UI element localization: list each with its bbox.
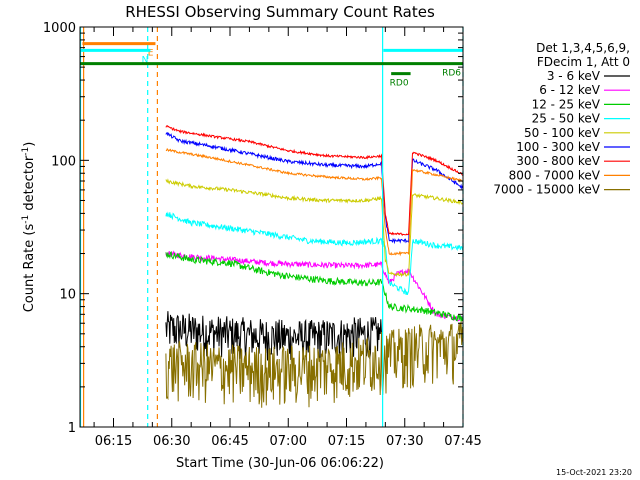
flag-bar-label: RD6 xyxy=(442,69,461,79)
y-axis-label-sup2: -1 xyxy=(21,147,31,156)
y-axis-label-prefix: Count Rate (s xyxy=(22,224,37,313)
legend-entry-label: 300 - 800 keV xyxy=(516,154,600,168)
series-line xyxy=(165,147,464,257)
x-tick-label: 06:45 xyxy=(211,434,248,449)
y-tick-label: 1 xyxy=(68,421,76,436)
legend-entry-label: 3 - 6 keV xyxy=(547,69,601,83)
y-axis-label: Count Rate (s-1 detector-1) xyxy=(21,142,37,313)
legend-entry-label: 6 - 12 keV xyxy=(539,83,601,97)
plot-frame xyxy=(79,26,464,428)
y-tick-label: 10 xyxy=(59,288,76,303)
x-axis-label: Start Time (30-Jun-06 06:06:22) xyxy=(176,456,384,471)
y-axis-label-mid: detector xyxy=(22,155,37,215)
series-line xyxy=(165,125,464,237)
series-line xyxy=(165,178,464,278)
y-axis-ticks: 1 10 100 1000 xyxy=(43,21,463,436)
render-timestamp: 15-Oct-2021 23:20 xyxy=(556,468,632,477)
flag-bar-layer: EN RD6 RD0 xyxy=(80,42,463,89)
series-line xyxy=(165,311,382,361)
legend: Det 1,3,4,5,6,9, FDecim 1, Att 0 3 - 6 k… xyxy=(493,41,630,197)
flag-bar-label: E xyxy=(148,49,154,59)
flag-bar-label: N xyxy=(142,55,149,65)
series-line xyxy=(165,211,464,296)
x-tick-label: 06:15 xyxy=(95,434,132,449)
x-tick-label: 07:00 xyxy=(270,434,307,449)
series-layer xyxy=(165,125,464,408)
series-line xyxy=(165,320,464,408)
x-tick-label: 07:30 xyxy=(386,434,423,449)
x-axis-ticks: 06:15 06:30 06:45 07:00 07:15 07:30 07:45 xyxy=(93,27,482,449)
y-tick-label: 1000 xyxy=(43,21,76,36)
legend-entry-label: 100 - 300 keV xyxy=(516,140,600,154)
series-line xyxy=(165,131,464,245)
legend-entry-label: 50 - 100 keV xyxy=(524,126,601,140)
legend-entry-label: 25 - 50 keV xyxy=(532,112,601,126)
legend-header-line-1: Det 1,3,4,5,6,9, xyxy=(536,41,630,55)
legend-entry-label: 800 - 7000 keV xyxy=(509,168,601,182)
legend-entry-label: 12 - 25 keV xyxy=(532,97,601,111)
x-tick-label: 07:15 xyxy=(328,434,365,449)
y-axis-label-suffix: ) xyxy=(22,142,37,147)
legend-header-line-2: FDecim 1, Att 0 xyxy=(537,55,630,69)
series-line xyxy=(165,250,464,322)
flag-bar-label: RD0 xyxy=(390,79,409,89)
legend-entry-label: 7000 - 15000 keV xyxy=(493,183,600,197)
x-tick-label: 07:45 xyxy=(444,434,481,449)
y-axis-label-sup1: -1 xyxy=(21,215,31,224)
x-tick-label: 06:30 xyxy=(153,434,190,449)
chart-title: RHESSI Observing Summary Count Rates xyxy=(125,3,435,21)
y-tick-label: 100 xyxy=(51,154,76,169)
